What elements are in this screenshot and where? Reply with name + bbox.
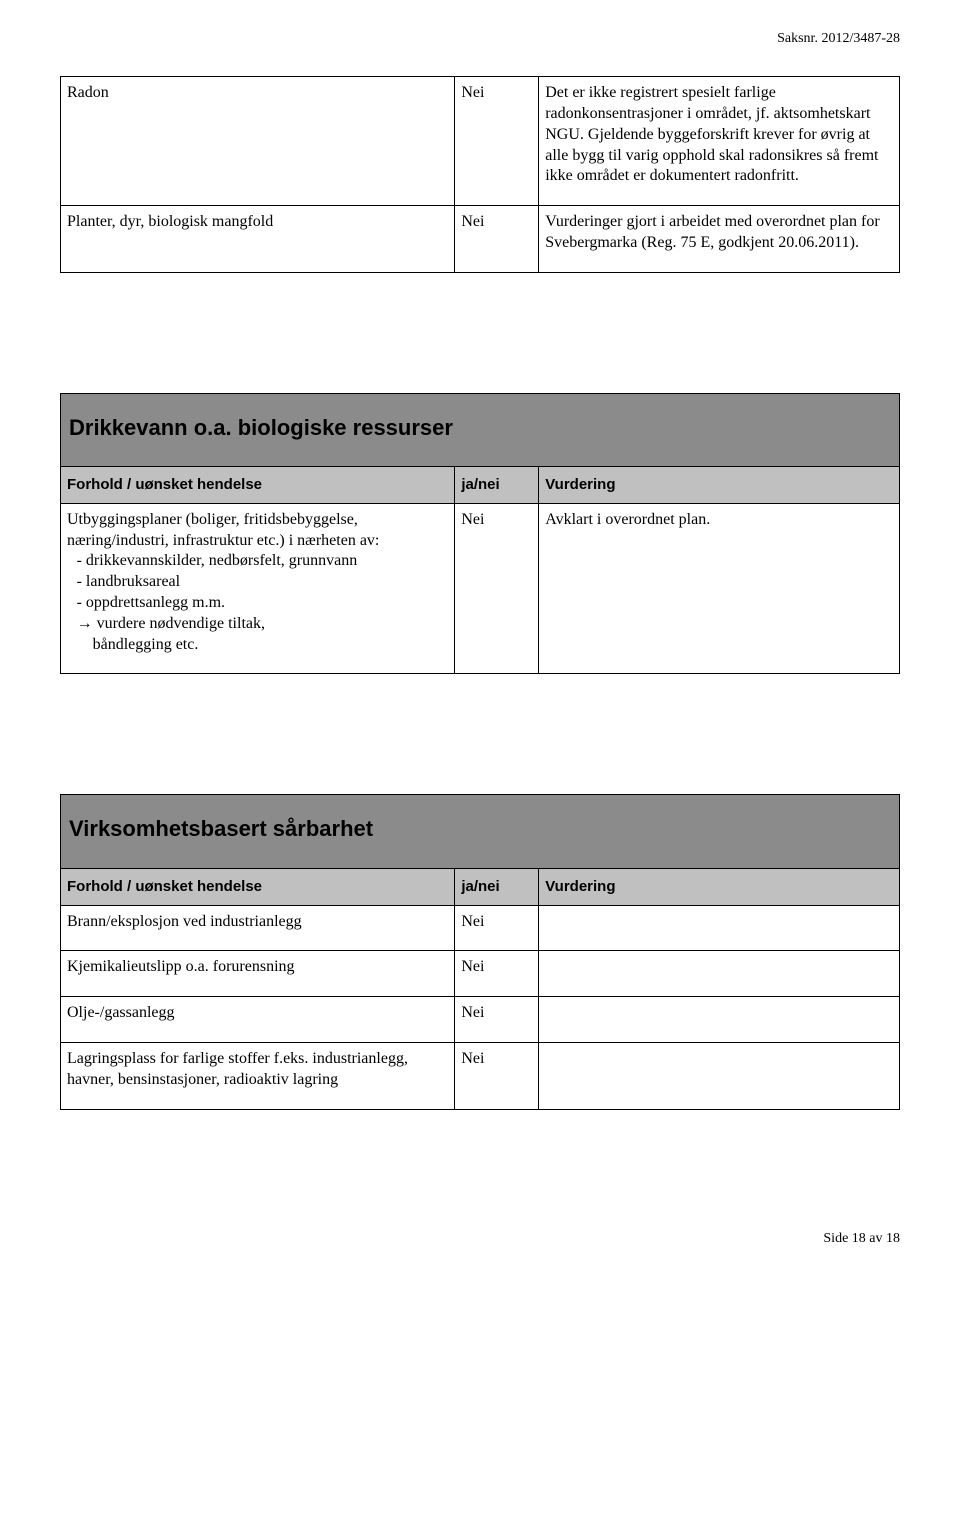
cell-vurdering <box>539 997 900 1043</box>
col-header-forhold: Forhold / uønsket hendelse <box>61 869 455 906</box>
col-header-vurdering: Vurdering <box>539 869 900 906</box>
cell-vurdering <box>539 951 900 997</box>
table-row: Brann/eksplosjon ved industrianlegg Nei <box>61 905 900 951</box>
cell-vurdering: Vurderinger gjort i arbeidet med overord… <box>539 206 900 273</box>
section-title: Drikkevann o.a. biologiske ressurser <box>61 393 900 467</box>
drikkevann-table: Drikkevann o.a. biologiske ressurser For… <box>60 393 900 675</box>
list-item: drikkevannskilder, nedbørsfelt, grunnvan… <box>77 551 449 572</box>
top-table: Radon Nei Det er ikke registrert spesiel… <box>60 76 900 273</box>
table-header-row: Forhold / uønsket hendelse ja/nei Vurder… <box>61 869 900 906</box>
table-row: Olje-/gassanlegg Nei <box>61 997 900 1043</box>
cell-janei: Nei <box>455 77 539 206</box>
cell-forhold: Utbyggingsplaner (boliger, fritidsbebygg… <box>61 503 455 674</box>
cell-forhold: Brann/eksplosjon ved industrianlegg <box>61 905 455 951</box>
section-title: Virksomhetsbasert sårbarhet <box>61 795 900 869</box>
cell-forhold: Lagringsplass for farlige stoffer f.eks.… <box>61 1042 455 1109</box>
list-item: landbruksareal <box>77 572 449 593</box>
col-header-forhold: Forhold / uønsket hendelse <box>61 467 455 504</box>
cell-vurdering: Det er ikke registrert spesielt farlige … <box>539 77 900 206</box>
cell-forhold: Planter, dyr, biologisk mangfold <box>61 206 455 273</box>
arrow-line: → vurdere nødvendige tiltak, <box>67 614 448 635</box>
arrow-line: båndlegging etc. <box>67 635 448 656</box>
cell-janei: Nei <box>455 1042 539 1109</box>
page-footer: Side 18 av 18 <box>60 1230 900 1248</box>
col-header-janei: ja/nei <box>455 467 539 504</box>
table-header-row: Forhold / uønsket hendelse ja/nei Vurder… <box>61 467 900 504</box>
section-title-row: Virksomhetsbasert sårbarhet <box>61 795 900 869</box>
cell-janei: Nei <box>455 905 539 951</box>
cell-vurdering <box>539 905 900 951</box>
cell-forhold: Olje-/gassanlegg <box>61 997 455 1043</box>
cell-janei: Nei <box>455 503 539 674</box>
table-row: Radon Nei Det er ikke registrert spesiel… <box>61 77 900 206</box>
cell-forhold: Radon <box>61 77 455 206</box>
section-title-row: Drikkevann o.a. biologiske ressurser <box>61 393 900 467</box>
table-row: Utbyggingsplaner (boliger, fritidsbebygg… <box>61 503 900 674</box>
cell-janei: Nei <box>455 997 539 1043</box>
virksomhet-table: Virksomhetsbasert sårbarhet Forhold / uø… <box>60 794 900 1109</box>
col-header-vurdering: Vurdering <box>539 467 900 504</box>
case-number-header: Saksnr. 2012/3487-28 <box>60 30 900 48</box>
cell-vurdering: Avklart i overordnet plan. <box>539 503 900 674</box>
cell-janei: Nei <box>455 206 539 273</box>
cell-janei: Nei <box>455 951 539 997</box>
list-item: oppdrettsanlegg m.m. <box>77 593 449 614</box>
table-row: Kjemikalieutslipp o.a. forurensning Nei <box>61 951 900 997</box>
cell-forhold: Kjemikalieutslipp o.a. forurensning <box>61 951 455 997</box>
col-header-janei: ja/nei <box>455 869 539 906</box>
cell-intro-text: Utbyggingsplaner (boliger, fritidsbebygg… <box>67 510 448 552</box>
cell-vurdering <box>539 1042 900 1109</box>
table-row: Planter, dyr, biologisk mangfold Nei Vur… <box>61 206 900 273</box>
table-row: Lagringsplass for farlige stoffer f.eks.… <box>61 1042 900 1109</box>
